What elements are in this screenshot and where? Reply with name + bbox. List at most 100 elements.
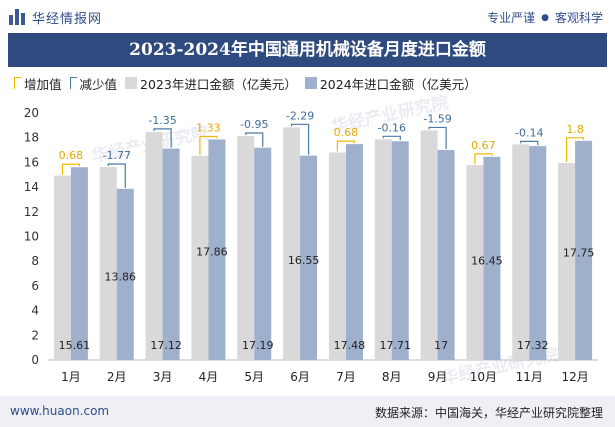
legend-2023-label: 2023年进口金额（亿美元） [140, 76, 297, 92]
change-label: 1.33 [196, 121, 221, 134]
top-header: 华经情报网 专业严谨 ● 客观科学 [0, 0, 615, 33]
y-tick-label: 10 [24, 230, 39, 244]
y-tick-label: 18 [24, 131, 39, 145]
y-tick-label: 16 [24, 155, 39, 169]
y-tick-label: 14 [24, 180, 39, 194]
bar-2024 [162, 148, 180, 360]
chart-title: 2023-2024年中国通用机械设备月度进口金额 [8, 33, 607, 67]
bar-2024 [483, 156, 501, 360]
data-source: 数据来源：中国海关，华经产业研究院整理 [374, 406, 603, 420]
value-label: 17.12 [150, 339, 182, 352]
bar-2023 [328, 152, 346, 360]
y-tick-label: 2 [31, 328, 39, 342]
value-label: 17.71 [380, 339, 412, 352]
bar-2023 [237, 135, 255, 360]
change-label: 0.68 [59, 149, 84, 162]
decrease-bracket [382, 135, 401, 141]
brand-name: 华经情报网 [32, 12, 103, 27]
increase-bracket [474, 153, 493, 165]
bar-2023 [191, 155, 209, 360]
increase-bracket [565, 137, 585, 163]
decrease-bracket [520, 140, 539, 146]
tagline-part-1: 专业严谨 [487, 11, 536, 25]
increase-bracket [336, 140, 356, 152]
bar-2024 [391, 141, 409, 360]
value-label: 13.86 [105, 270, 137, 283]
y-tick-label: 12 [24, 205, 39, 219]
value-label: 16.55 [288, 254, 320, 267]
bar-2024 [575, 140, 593, 360]
footer: www.huaon.com 数据来源：中国海关，华经产业研究院整理 [0, 396, 615, 427]
change-label: -1.59 [423, 112, 451, 125]
change-label: 1.8 [566, 123, 584, 136]
x-tick-label: 5月 [244, 370, 264, 384]
bar-2024 [529, 146, 547, 360]
increase-bracket [61, 163, 81, 175]
decrease-bracket-icon [69, 77, 77, 89]
value-label: 17.32 [517, 339, 549, 352]
change-label: 0.67 [471, 139, 496, 152]
value-label: 17.86 [196, 246, 228, 259]
bar-2024 [254, 147, 272, 360]
x-tick-label: 8月 [382, 370, 402, 384]
bar-2024 [116, 188, 134, 360]
bar-2024 [70, 167, 88, 360]
legend-2024-label: 2024年进口金额（亿美元） [319, 76, 477, 92]
increase-bracket-icon [14, 77, 21, 89]
bar-chart: 0 2 4 6 8 10 12 14 16 18 20 0.68 15.61 1月 -1.77 13.86 2月… [24, 106, 598, 384]
change-label: -0.14 [515, 126, 543, 139]
x-tick-label: 10月 [470, 370, 497, 384]
decrease-bracket [428, 126, 447, 150]
decrease-bracket [153, 128, 172, 148]
value-label: 16.45 [471, 254, 503, 267]
legend-increase-label: 增加值 [24, 76, 62, 92]
logo-icon [9, 9, 25, 25]
x-tick-label: 11月 [516, 370, 543, 384]
value-label: 17 [434, 339, 448, 352]
legend-2024: 2024年进口金额（亿美元） [304, 74, 477, 93]
bar-2024 [208, 139, 226, 360]
y-tick-label: 6 [31, 279, 39, 293]
legend-decrease-label: 减少值 [79, 76, 118, 92]
bar-2024 [437, 150, 455, 360]
change-label: -1.35 [148, 114, 176, 127]
y-tick-label: 4 [31, 304, 39, 318]
y-tick-label: 0 [31, 353, 39, 367]
change-label: 0.68 [334, 126, 359, 139]
bar-2023 [374, 139, 392, 360]
series-2024-swatch [304, 77, 317, 89]
bar-2024 [345, 144, 363, 360]
x-tick-label: 7月 [336, 370, 356, 384]
decrease-bracket [107, 163, 126, 188]
website-link[interactable]: www.huaon.com [10, 404, 110, 418]
value-label: 17.75 [563, 246, 595, 259]
x-tick-label: 9月 [428, 370, 448, 384]
dot-icon: ● [541, 12, 549, 23]
legend-decrease: 减少值 [69, 74, 118, 93]
x-tick-label: 1月 [61, 370, 81, 384]
change-label: -1.77 [103, 149, 131, 162]
bar-2023 [99, 166, 117, 360]
bar-2023 [512, 144, 530, 360]
x-tick-label: 4月 [199, 370, 219, 384]
bar-2023 [53, 175, 71, 360]
chart-legend: 增加值 减少值 2023年进口金额（亿美元） 2024年进口金额（亿美元） [14, 72, 477, 94]
bar-2024 [300, 155, 318, 360]
change-label: -2.29 [286, 109, 314, 122]
tagline-part-2: 客观科学 [554, 11, 603, 25]
x-tick-label: 6月 [290, 370, 310, 384]
y-tick-label: 20 [24, 106, 39, 120]
value-label: 15.61 [59, 339, 91, 352]
legend-2023: 2023年进口金额（亿美元） [125, 74, 297, 93]
tagline: 专业严谨 ● 客观科学 [487, 9, 603, 26]
value-label: 17.48 [334, 339, 366, 352]
legend-increase: 增加值 [14, 74, 62, 93]
change-label: -0.95 [240, 118, 268, 131]
bar-2023 [283, 127, 301, 361]
decrease-bracket [245, 132, 264, 147]
series-2023-swatch [125, 77, 138, 89]
decrease-bracket [290, 123, 310, 155]
bar-2023 [466, 165, 484, 360]
y-tick-label: 8 [31, 254, 39, 268]
x-tick-label: 3月 [153, 370, 173, 384]
